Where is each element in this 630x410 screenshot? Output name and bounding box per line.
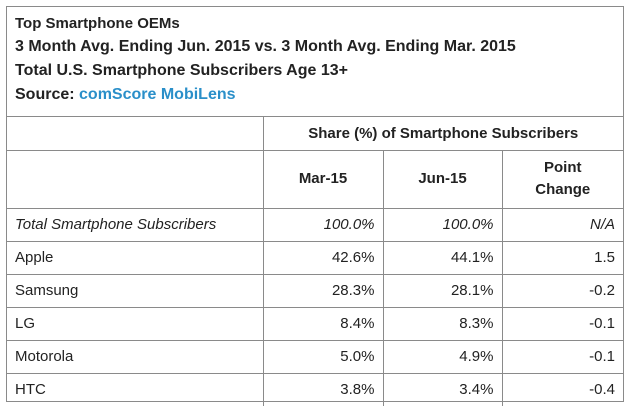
cell-mar: 100.0% — [262, 207, 384, 242]
column-header-row: Mar-15 Jun-15 Point Change — [7, 149, 624, 209]
row-label: Apple — [7, 240, 264, 275]
cell-jun: 100.0% — [382, 207, 503, 242]
source-link[interactable]: comScore MobiLens — [79, 86, 236, 103]
cell-mar: 5.0% — [262, 339, 384, 374]
column-header-change-line1: Point — [544, 159, 582, 176]
table-subtitle: 3 Month Avg. Ending Jun. 2015 vs. 3 Mont… — [15, 38, 516, 55]
table-row: Apple 42.6% 44.1% 1.5 — [7, 240, 624, 275]
row-label: Total Smartphone Subscribers — [7, 207, 264, 242]
cell-change: -0.4 — [501, 372, 624, 406]
row-label: LG — [7, 306, 264, 341]
cell-mar: 42.6% — [262, 240, 384, 275]
table-title: Top Smartphone OEMs — [15, 15, 180, 32]
header-empty-cell — [7, 117, 264, 151]
cell-change: -0.2 — [501, 273, 624, 308]
cell-mar: 8.4% — [262, 306, 384, 341]
table-row: Motorola 5.0% 4.9% -0.1 — [7, 339, 624, 374]
column-header-mar: Mar-15 — [262, 149, 384, 209]
cell-change: -0.1 — [501, 306, 624, 341]
cell-jun: 4.9% — [382, 339, 503, 374]
row-label: Motorola — [7, 339, 264, 374]
group-header: Share (%) of Smartphone Subscribers — [262, 117, 624, 151]
column-header-jun: Jun-15 — [382, 149, 503, 209]
row-label: Samsung — [7, 273, 264, 308]
cell-change: N/A — [501, 207, 624, 242]
cell-change: 1.5 — [501, 240, 624, 275]
header-empty-cell — [7, 149, 264, 209]
cell-jun: 44.1% — [382, 240, 503, 275]
table-row: Total Smartphone Subscribers 100.0% 100.… — [7, 207, 624, 242]
table-population: Total U.S. Smartphone Subscribers Age 13… — [15, 62, 348, 79]
column-header-change: Point Change — [501, 149, 624, 209]
cell-jun: 3.4% — [382, 372, 503, 406]
cell-mar: 28.3% — [262, 273, 384, 308]
cell-mar: 3.8% — [262, 372, 384, 406]
source-line: Source: comScore MobiLens — [15, 83, 623, 107]
row-label: HTC — [7, 372, 264, 406]
group-header-row: Share (%) of Smartphone Subscribers — [7, 117, 624, 151]
data-table: Share (%) of Smartphone Subscribers Mar-… — [7, 117, 624, 406]
source-label: Source: — [15, 86, 75, 103]
cell-jun: 8.3% — [382, 306, 503, 341]
cell-jun: 28.1% — [382, 273, 503, 308]
cell-change: -0.1 — [501, 339, 624, 374]
table-header-block: Top Smartphone OEMs 3 Month Avg. Ending … — [7, 7, 623, 117]
table-row: HTC 3.8% 3.4% -0.4 — [7, 372, 624, 406]
table-frame: Top Smartphone OEMs 3 Month Avg. Ending … — [6, 6, 624, 406]
column-header-change-line2: Change — [535, 181, 591, 198]
table-row: Samsung 28.3% 28.1% -0.2 — [7, 273, 624, 308]
table-row: LG 8.4% 8.3% -0.1 — [7, 306, 624, 341]
